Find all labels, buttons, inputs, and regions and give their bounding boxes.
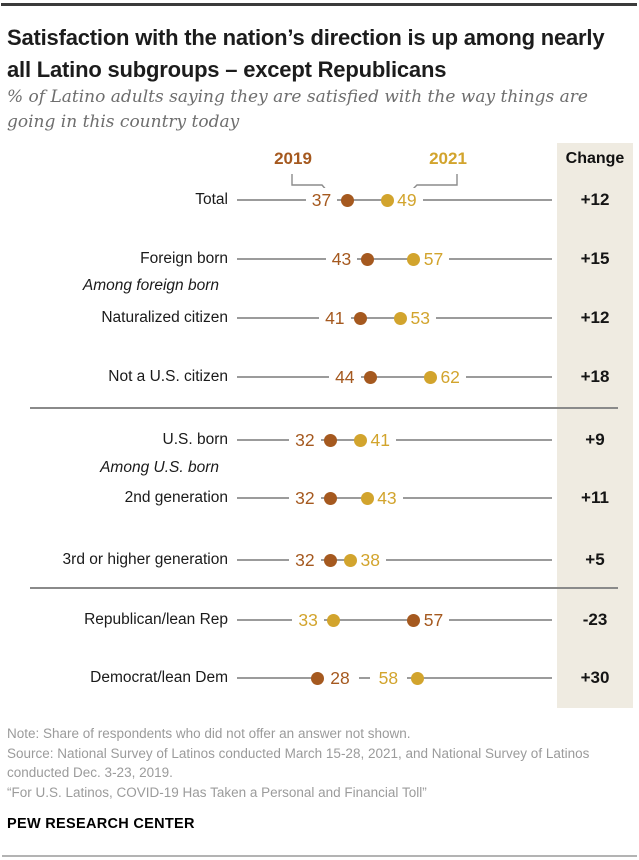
- change-value: +9: [585, 430, 605, 449]
- value-label-2021: 53: [404, 306, 436, 330]
- row-label: Total: [195, 191, 228, 208]
- row-label: 2nd generation: [124, 489, 228, 506]
- dot-2021: [407, 252, 421, 266]
- change-value: +30: [580, 668, 610, 687]
- change-value: +15: [580, 249, 610, 268]
- chart-subtitle: % of Latino adults saying they are satis…: [7, 87, 588, 132]
- dot-2021: [360, 491, 374, 505]
- row-baseline: [237, 559, 552, 561]
- dot-2021: [423, 370, 437, 384]
- value-label-2019: 41: [319, 306, 351, 330]
- value-label-2021: 33: [292, 608, 324, 632]
- dot-2019: [324, 491, 338, 505]
- change-value: +18: [580, 367, 610, 386]
- row-label: 3rd or higher generation: [62, 551, 228, 568]
- value-label-2019: 32: [289, 428, 321, 452]
- change-value: +11: [581, 488, 609, 507]
- section-divider: [30, 587, 618, 589]
- dot-2019: [364, 370, 378, 384]
- value-label-2019: 32: [289, 486, 321, 510]
- value-label-2021: 41: [364, 428, 396, 452]
- chart-title: Satisfaction with the nation’s direction…: [7, 25, 605, 82]
- value-label-2021: 57: [417, 247, 450, 271]
- dot-2021: [410, 671, 424, 685]
- value-label-2021: 62: [434, 365, 466, 389]
- value-label-2019: 37: [305, 188, 338, 212]
- value-label-2019: 43: [325, 247, 358, 271]
- dot-2019: [360, 252, 374, 266]
- footer: Note: Share of respondents who did not o…: [7, 724, 631, 835]
- change-column-header: Change: [565, 150, 625, 167]
- group-label: Among foreign born: [82, 277, 219, 294]
- change-value: +12: [580, 190, 610, 209]
- value-label-2021: 49: [391, 188, 423, 212]
- legend-label-2019: 2019: [274, 149, 312, 168]
- value-label-2019: 28: [321, 666, 359, 690]
- dot-2019: [340, 193, 354, 207]
- row-label: Not a U.S. citizen: [108, 368, 228, 385]
- bottom-rule: [2, 855, 637, 857]
- value-label-2019: 32: [289, 548, 321, 572]
- dot-2021: [380, 193, 394, 207]
- change-value: +12: [580, 308, 610, 327]
- dot-2019: [407, 613, 421, 627]
- value-label-2021: 58: [369, 666, 408, 690]
- change-column-panel: [557, 143, 633, 708]
- row-baseline: [237, 376, 552, 378]
- footer-source: Source: National Survey of Latinos condu…: [7, 745, 590, 781]
- brand-text: PEW RESEARCH CENTER: [7, 816, 195, 832]
- dot-2019: [354, 311, 368, 325]
- dot-2021: [327, 613, 341, 627]
- dot-2021: [393, 311, 407, 325]
- section-divider: [30, 407, 618, 409]
- value-label-2019: 57: [417, 608, 450, 632]
- row-label: U.S. born: [162, 431, 228, 448]
- row-label: Democrat/lean Dem: [90, 669, 228, 686]
- dot-2019: [324, 433, 338, 447]
- value-label-2021: 43: [371, 486, 403, 510]
- value-label-2019: 44: [329, 365, 361, 389]
- change-value: +5: [585, 550, 605, 569]
- row-baseline: [237, 619, 552, 621]
- footer-quote: “For U.S. Latinos, COVID-19 Has Taken a …: [7, 784, 427, 800]
- change-value: -23: [582, 610, 608, 629]
- footer-note: Note: Share of respondents who did not o…: [7, 726, 411, 741]
- dot-2021: [354, 433, 368, 447]
- dot-2019: [310, 671, 324, 685]
- top-rule: [1, 3, 637, 6]
- dot-2019: [324, 553, 338, 567]
- group-label: Among U.S. born: [100, 459, 219, 476]
- value-label-2021: 38: [354, 548, 386, 572]
- row-baseline: [237, 258, 552, 260]
- row-label: Naturalized citizen: [101, 309, 228, 326]
- legend-label-2021: 2021: [429, 149, 467, 168]
- row-label: Republican/lean Rep: [84, 611, 228, 628]
- row-label: Foreign born: [140, 250, 228, 267]
- dot-2021: [344, 553, 358, 567]
